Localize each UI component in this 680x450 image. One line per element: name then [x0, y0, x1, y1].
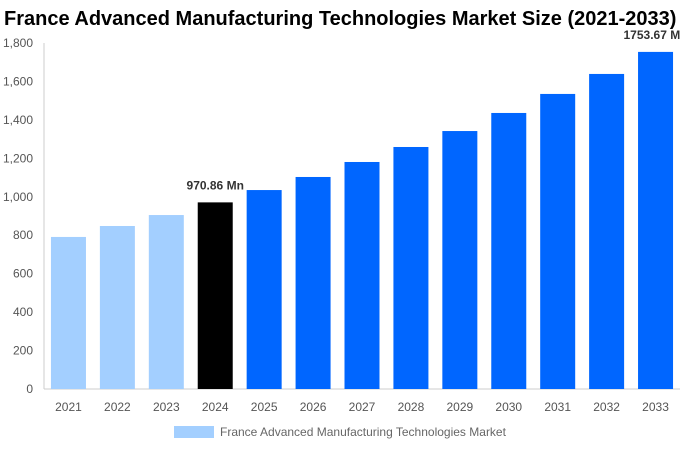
- bar-2027: [344, 161, 380, 389]
- x-tick-label: 2030: [495, 400, 522, 414]
- legend-label: France Advanced Manufacturing Technologi…: [220, 425, 506, 439]
- bar-2022: [99, 225, 135, 389]
- bar-2031: [540, 93, 576, 389]
- x-tick-label: 2027: [349, 400, 376, 414]
- y-tick-label: 200: [13, 344, 33, 358]
- legend[interactable]: France Advanced Manufacturing Technologi…: [174, 425, 506, 439]
- x-tick-label: 2021: [55, 400, 82, 414]
- y-tick-label: 1,600: [3, 74, 33, 88]
- bar-2030: [491, 112, 527, 390]
- data-label: 1753.67 Mn: [624, 28, 680, 42]
- x-tick-label: 2028: [398, 400, 425, 414]
- bar-2032: [589, 73, 625, 389]
- y-tick-label: 400: [13, 305, 33, 319]
- chart-title: France Advanced Manufacturing Technologi…: [4, 8, 677, 30]
- bar-2021: [50, 236, 86, 389]
- x-tick-label: 2024: [202, 400, 229, 414]
- bar-2023: [148, 215, 184, 389]
- bar-2028: [393, 146, 429, 389]
- data-label: 970.86 Mn: [187, 178, 244, 192]
- bar-2026: [295, 176, 331, 389]
- y-tick-label: 0: [26, 382, 33, 396]
- bar-2025: [246, 190, 282, 389]
- y-tick-label: 1,200: [3, 151, 33, 165]
- x-tick-label: 2026: [300, 400, 327, 414]
- legend-swatch: [174, 426, 214, 438]
- y-tick-label: 1,400: [3, 113, 33, 127]
- bar-2029: [442, 131, 478, 389]
- y-tick-label: 1,000: [3, 190, 33, 204]
- y-tick-label: 1,800: [3, 36, 33, 50]
- x-tick-label: 2033: [642, 400, 669, 414]
- x-tick-label: 2022: [104, 400, 131, 414]
- bar-2024: [197, 202, 233, 389]
- x-tick-label: 2032: [593, 400, 620, 414]
- y-tick-label: 800: [13, 228, 33, 242]
- bar-2033: [638, 51, 674, 390]
- x-tick-label: 2029: [446, 400, 473, 414]
- y-tick-label: 600: [13, 267, 33, 281]
- x-tick-label: 2025: [251, 400, 278, 414]
- x-tick-label: 2031: [544, 400, 571, 414]
- x-tick-label: 2023: [153, 400, 180, 414]
